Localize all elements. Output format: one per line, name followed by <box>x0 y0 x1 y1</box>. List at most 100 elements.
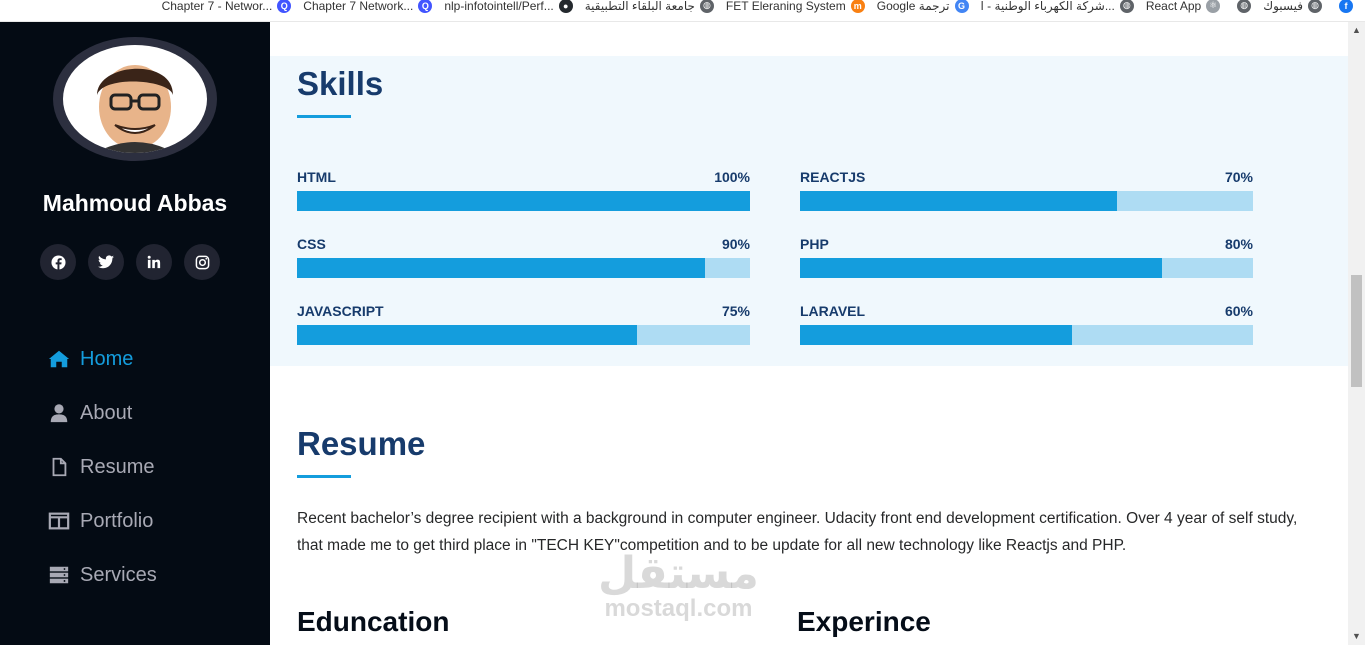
progress-bar <box>297 325 750 345</box>
nav-label-portfolio: Portfolio <box>80 509 154 532</box>
nav-item-portfolio[interactable]: Portfolio <box>48 494 157 548</box>
bookmark-label: Chapter 7 - Networ... <box>161 0 273 13</box>
nav-label-services: Services <box>80 563 157 586</box>
experience-title: Experince <box>797 606 931 637</box>
bookmark-label: شركة الكهرباء الوطنية - ا... <box>980 0 1115 13</box>
book-icon <box>48 512 70 530</box>
nav-item-services[interactable]: Services <box>48 548 157 602</box>
scroll-down-arrow-icon[interactable]: ▼ <box>1352 631 1361 641</box>
translate-icon: G <box>954 0 969 13</box>
quizlet-icon: Q <box>277 0 292 13</box>
instagram-icon[interactable] <box>184 244 220 280</box>
watermark: مستقل mostaql.com <box>598 552 759 622</box>
resume-title: Resume <box>297 425 426 462</box>
nav-label-about: About <box>80 401 133 424</box>
skill-value: 100% <box>714 169 750 185</box>
avatar <box>63 45 207 153</box>
bookmark-label: جامعة البلقاء التطبيقية <box>584 0 695 13</box>
progress-fill <box>800 325 1072 345</box>
progress-bar <box>800 191 1253 211</box>
progress-bar <box>800 258 1253 278</box>
bookmark-label: Chapter 7 Network... <box>303 0 414 13</box>
skill-label: CSS <box>297 236 326 252</box>
skill-value: 90% <box>721 236 750 252</box>
react-icon: ⚛ <box>1206 0 1221 13</box>
resume-summary: Recent bachelor’s degree recipient with … <box>297 510 1298 554</box>
facebook-icon[interactable] <box>40 244 76 280</box>
server-icon <box>49 566 69 584</box>
main-content: Skills HTML 100% CSS 90% JAVASCRIPT 75% REA… <box>270 22 1348 645</box>
bookmark-item[interactable]: شركة الكهرباء الوطنية - ا... ◍ <box>981 0 1134 13</box>
facebook-icon: f <box>1339 0 1353 13</box>
bookmark-item[interactable]: Google ترجمة G <box>877 0 969 13</box>
twitter-icon[interactable] <box>88 244 124 280</box>
skills-title: Skills <box>297 65 384 102</box>
skill-value: 70% <box>1224 169 1253 185</box>
file-icon <box>52 457 67 477</box>
skill-html: HTML 100% <box>297 169 750 211</box>
globe-icon: ◍ <box>1119 0 1134 13</box>
bookmark-item[interactable]: Chapter 7 - Networ... Q <box>162 0 292 13</box>
skills-title-underline <box>297 115 351 118</box>
nav-item-about[interactable]: About <box>48 386 157 440</box>
skill-reactjs: REACTJS 70% <box>800 169 1253 211</box>
nav-label-home: Home <box>80 347 134 370</box>
skill-php: PHP 80% <box>800 236 1253 278</box>
quizlet-icon: Q <box>418 0 433 13</box>
skill-value: 75% <box>721 303 750 319</box>
github-icon: ● <box>558 0 573 13</box>
bookmark-item[interactable]: f <box>1334 0 1353 13</box>
bookmark-item[interactable]: nlp-infotointell/Perf... ● <box>444 0 573 13</box>
nav-label-resume: Resume <box>80 455 155 478</box>
skill-css: CSS 90% <box>297 236 750 278</box>
main-nav: Home About Resume Portfolio Services <box>48 332 157 602</box>
bookmarks-bar: Chapter 7 - Networ... Q Chapter 7 Network.… <box>0 0 1365 22</box>
globe-icon: ◍ <box>1237 0 1252 13</box>
globe-icon: ◍ <box>699 0 714 13</box>
watermark-latin: mostaql.com <box>604 595 753 622</box>
social-links <box>40 244 220 280</box>
nav-item-resume[interactable]: Resume <box>48 440 157 494</box>
bookmark-item[interactable]: React App ⚛ <box>1145 0 1221 13</box>
profile-name: Mahmoud Abbas <box>42 190 228 216</box>
bookmark-label: nlp-infotointell/Perf... <box>444 0 554 13</box>
bookmark-item[interactable]: فيسبوك ◍ <box>1263 0 1322 13</box>
bookmark-label: Google ترجمة <box>876 0 950 13</box>
bookmark-label: FET Eleraning System <box>725 0 846 13</box>
skill-label: REACTJS <box>800 169 866 185</box>
skill-javascript: JAVASCRIPT 75% <box>297 303 750 345</box>
skill-label: LARAVEL <box>800 303 866 319</box>
bookmark-item[interactable]: ◍ <box>1232 0 1252 13</box>
page-scrollbar[interactable]: ▲ ▼ <box>1348 22 1365 645</box>
bookmark-item[interactable]: Chapter 7 Network... Q <box>303 0 433 13</box>
progress-fill <box>297 258 705 278</box>
nav-item-home[interactable]: Home <box>48 332 157 386</box>
skill-value: 80% <box>1224 236 1253 252</box>
avatar-frame <box>53 37 217 161</box>
bookmark-item[interactable]: جامعة البلقاء التطبيقية ◍ <box>585 0 714 13</box>
scroll-up-arrow-icon[interactable]: ▲ <box>1352 25 1361 35</box>
progress-fill <box>297 325 637 345</box>
bookmark-label: React App <box>1145 0 1202 13</box>
bookmark-label: فيسبوك <box>1263 0 1303 13</box>
watermark-arabic: مستقل <box>598 549 759 598</box>
skill-laravel: LARAVEL 60% <box>800 303 1253 345</box>
scroll-thumb[interactable] <box>1351 275 1362 387</box>
skill-label: HTML <box>297 169 336 185</box>
progress-bar <box>297 191 750 211</box>
linkedin-icon[interactable] <box>136 244 172 280</box>
globe-icon: ◍ <box>1308 0 1322 13</box>
user-icon <box>50 404 68 423</box>
progress-fill <box>800 258 1163 278</box>
education-title: Eduncation <box>297 606 450 637</box>
bookmark-item[interactable]: FET Eleraning System m <box>726 0 865 13</box>
progress-fill <box>800 191 1118 211</box>
skill-label: PHP <box>800 236 829 252</box>
progress-fill <box>297 191 750 211</box>
home-icon <box>48 350 70 368</box>
resume-title-underline <box>297 475 351 478</box>
skill-label: JAVASCRIPT <box>297 303 384 319</box>
sidebar: Mahmoud Abbas Home About Resume Por <box>0 22 270 645</box>
skill-value: 60% <box>1224 303 1253 319</box>
moodle-icon: m <box>850 0 865 13</box>
